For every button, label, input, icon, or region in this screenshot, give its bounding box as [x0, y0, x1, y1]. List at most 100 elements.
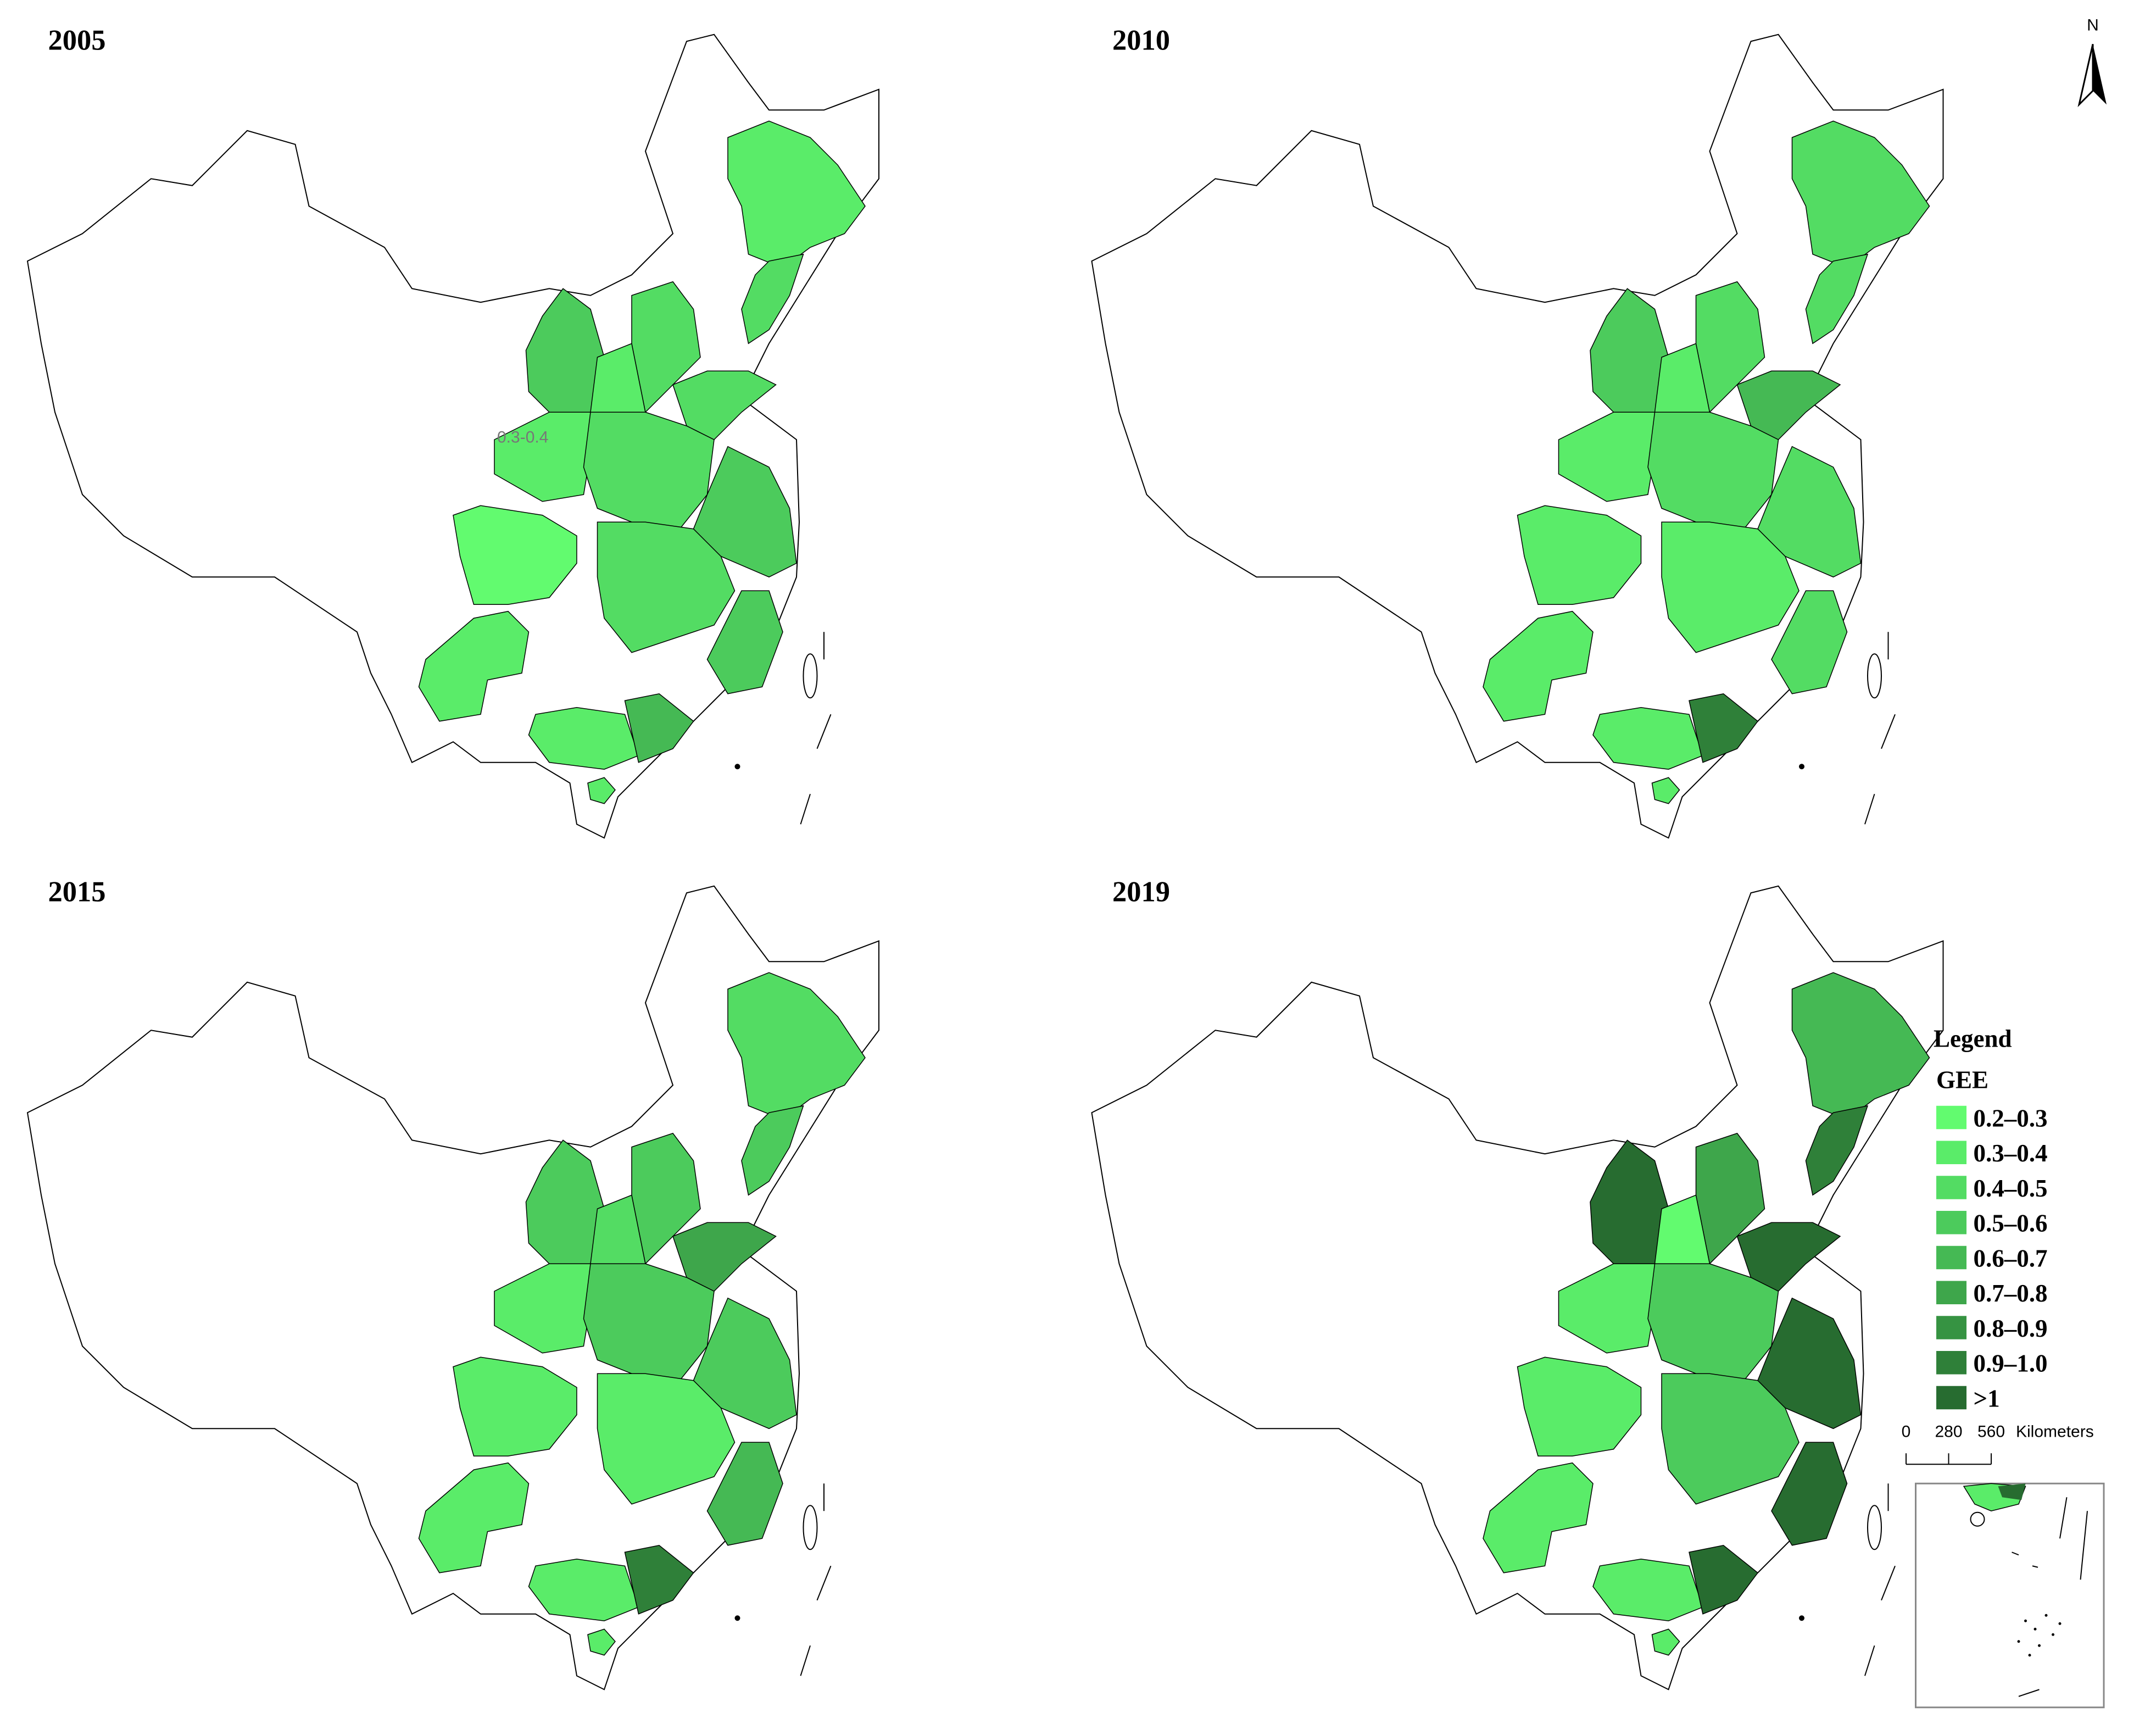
- region: [631, 1132, 701, 1265]
- region: [418, 610, 530, 722]
- legend-label: 0.7–0.8: [1974, 1280, 2048, 1307]
- region: [1771, 590, 1848, 694]
- region: [583, 1263, 715, 1381]
- map-annotation: 0.3-0.4: [497, 428, 548, 446]
- region: [706, 1442, 783, 1546]
- island-dot: [734, 764, 740, 770]
- region: [1592, 1558, 1703, 1622]
- region: [1661, 521, 1800, 653]
- region: [1647, 411, 1779, 530]
- legend-label: 0.8–0.9: [1974, 1315, 2048, 1342]
- legend-label: 0.2–0.3: [1974, 1104, 2048, 1132]
- region: [624, 693, 694, 763]
- region: [453, 505, 577, 605]
- region: [583, 411, 715, 530]
- inset-frame: [1915, 1482, 2105, 1709]
- region: [1483, 610, 1594, 722]
- region: [1689, 1544, 1759, 1615]
- legend-label: 0.9–1.0: [1974, 1350, 2048, 1377]
- map-panel: 2010: [1091, 24, 1944, 839]
- region: [528, 707, 639, 770]
- region: [1791, 972, 1930, 1120]
- legend-swatch: [1936, 1105, 1966, 1130]
- region: [727, 972, 866, 1120]
- map-panel: 2005 0.3-0.4: [26, 24, 879, 839]
- map-title: 2010: [1112, 24, 1170, 56]
- arrow-right: [2093, 44, 2107, 105]
- scale-unit: Kilometers: [2016, 1422, 2094, 1441]
- legend-swatch: [1936, 1176, 1966, 1199]
- legend-swatch: [1936, 1386, 1966, 1410]
- boundary-lines: [1864, 1483, 1896, 1676]
- legend: Legend GEE 0.2–0.3 0.3–0.4 0.4–0.5 0.5–0.6 0.6…: [1934, 1025, 2048, 1412]
- legend-swatch: [1936, 1281, 1966, 1304]
- region: [741, 253, 804, 344]
- legend-label: >1: [1974, 1384, 2000, 1412]
- inset-land-dark: [1998, 1483, 2026, 1500]
- legend-swatch: [1936, 1141, 1966, 1164]
- island-dot: [1799, 764, 1804, 770]
- region: [1695, 281, 1765, 413]
- legend-label: 0.6–0.7: [1974, 1244, 2048, 1272]
- region: [1689, 693, 1759, 763]
- scale-label: 0: [1902, 1422, 1911, 1441]
- region: [624, 1544, 694, 1615]
- boundary-lines: [1864, 632, 1896, 825]
- map-title: 2015: [48, 876, 106, 908]
- region: [528, 1558, 639, 1622]
- inset-lines: [2012, 1497, 2088, 1697]
- island: [1867, 653, 1882, 699]
- region: [741, 1105, 804, 1196]
- scale-label: 280: [1935, 1422, 1962, 1441]
- region: [1661, 1373, 1800, 1505]
- region: [1517, 505, 1642, 605]
- region: [1647, 1263, 1779, 1381]
- north-label: N: [2087, 16, 2099, 34]
- map-title: 2005: [48, 24, 106, 56]
- region: [1651, 1628, 1680, 1656]
- region: [597, 521, 736, 653]
- region: [1592, 707, 1703, 770]
- legend-swatch: [1936, 1245, 1966, 1270]
- region: [597, 1373, 736, 1505]
- inset: [1915, 1482, 2105, 1709]
- legend-title: Legend: [1934, 1025, 2012, 1052]
- scale-bar: 0 280 560 Kilometers: [1902, 1422, 2094, 1465]
- boundary-lines: [800, 1483, 832, 1676]
- island: [1867, 1505, 1882, 1550]
- region: [587, 1628, 616, 1656]
- map-panel: 2015: [26, 876, 879, 1690]
- region: [1483, 1462, 1594, 1573]
- region: [1757, 1297, 1862, 1430]
- region: [631, 281, 701, 413]
- region: [453, 1356, 577, 1456]
- region: [693, 446, 797, 578]
- region: [706, 590, 783, 694]
- legend-subtitle: GEE: [1936, 1066, 1988, 1093]
- region: [587, 777, 616, 804]
- region: [1805, 1105, 1869, 1196]
- island-dot: [734, 1615, 740, 1621]
- legend-label: 0.5–0.6: [1974, 1210, 2048, 1237]
- region: [693, 1297, 797, 1430]
- legend-swatch: [1936, 1316, 1966, 1339]
- legend-swatch: [1936, 1211, 1966, 1234]
- region: [418, 1462, 530, 1573]
- inset-dots: [2017, 1614, 2062, 1657]
- island: [803, 1505, 818, 1550]
- map-panel: 2019: [1091, 876, 1944, 1690]
- boundary-lines: [800, 632, 832, 825]
- region: [1771, 1442, 1848, 1546]
- region: [1791, 120, 1930, 269]
- region: [1517, 1356, 1642, 1456]
- legend-label: 0.3–0.4: [1974, 1139, 2048, 1167]
- region: [1651, 777, 1680, 804]
- island-dot: [1799, 1615, 1804, 1621]
- region: [1805, 253, 1869, 344]
- region: [1757, 446, 1862, 578]
- north-arrow: N: [2077, 16, 2107, 107]
- legend-label: 0.4–0.5: [1974, 1175, 2048, 1202]
- region: [1695, 1132, 1765, 1265]
